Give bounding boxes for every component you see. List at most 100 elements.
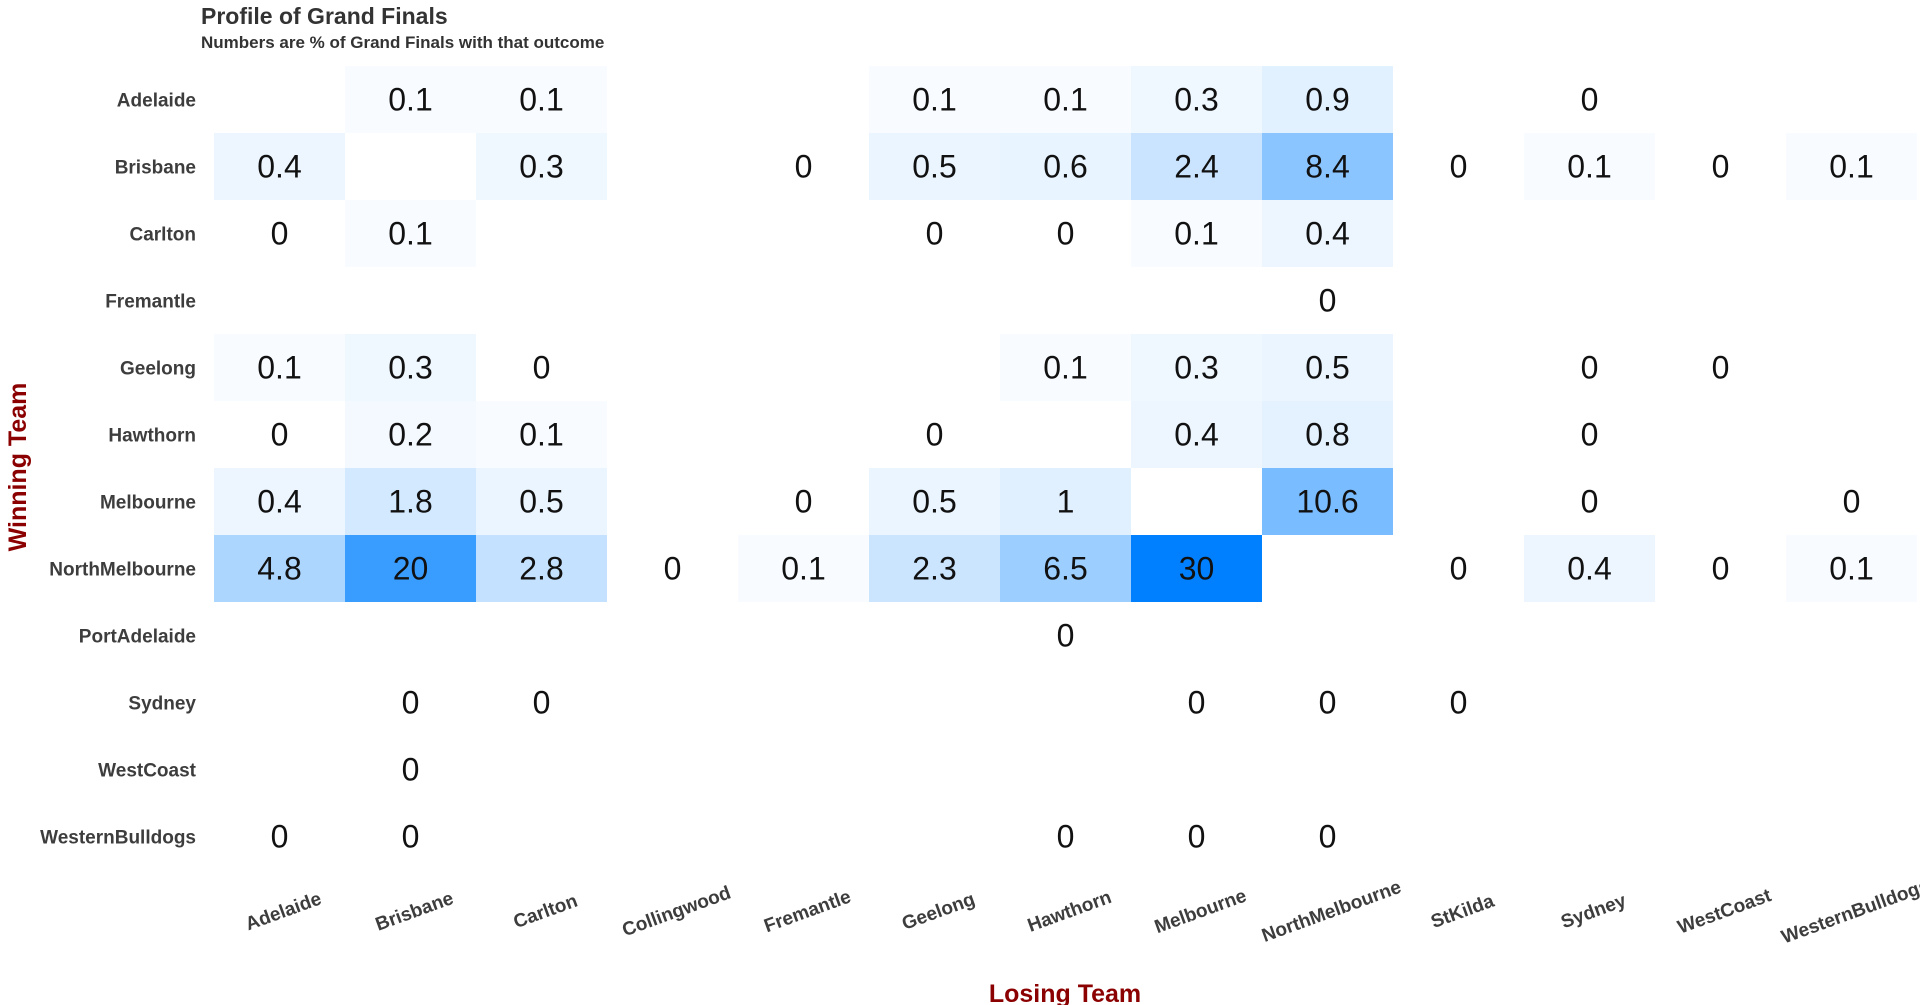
- cell-value-label: 20: [393, 551, 429, 587]
- cell-value-label: 0.1: [1567, 149, 1611, 185]
- heatmap-cell-hawthorn-adelaide: [214, 401, 345, 468]
- cell-value-label: 0: [1712, 551, 1730, 587]
- heatmap-cell-westernbulldogs-hawthorn: [1000, 803, 1131, 870]
- cell-value-label: 0: [1057, 819, 1075, 855]
- cell-value-label: 0: [1450, 149, 1468, 185]
- heatmap-cell-hawthorn-melbourne: [1131, 401, 1262, 468]
- heatmap-cell-carlton-melbourne: [1131, 200, 1262, 267]
- heatmap-cell-adelaide-sydney: [1524, 66, 1655, 133]
- cell-value-label: 1: [1057, 484, 1075, 520]
- y-tick-label-brisbane: Brisbane: [115, 158, 196, 179]
- cell-value-label: 0.4: [257, 484, 301, 520]
- x-tick-label-westcoast: WestCoast: [1675, 885, 1775, 938]
- cell-value-label: 0: [1319, 819, 1337, 855]
- cell-value-label: 0: [402, 752, 420, 788]
- x-tick-label-melbourne: Melbourne: [1152, 886, 1249, 939]
- cell-value-label: 0: [1581, 350, 1599, 386]
- heatmap-cell-hawthorn-brisbane: [345, 401, 476, 468]
- cell-value-label: 0: [664, 551, 682, 587]
- heatmap-cell-northmelbourne-hawthorn: [1000, 535, 1131, 602]
- cell-value-label: 6.5: [1043, 551, 1087, 587]
- cell-value-label: 0.6: [1043, 149, 1087, 185]
- cell-value-label: 0.1: [1043, 350, 1087, 386]
- y-axis-label: Winning Team: [4, 383, 32, 552]
- heatmap-cell-sydney-stkilda: [1393, 669, 1524, 736]
- heatmap-cell-northmelbourne-brisbane: [345, 535, 476, 602]
- cell-value-label: 0: [1057, 618, 1075, 654]
- heatmap-cell-brisbane-sydney: [1524, 133, 1655, 200]
- cell-value-label: 2.8: [519, 551, 563, 587]
- heatmap-cell-brisbane-westernbulldogs: [1786, 133, 1917, 200]
- heatmap-cell-sydney-northmelbourne: [1262, 669, 1393, 736]
- heatmap-cell-melbourne-fremantle: [738, 468, 869, 535]
- x-tick-label-northmelbourne: NorthMelbourne: [1259, 877, 1404, 947]
- cell-value-label: 0.4: [1305, 216, 1349, 252]
- heatmap-cell-northmelbourne-stkilda: [1393, 535, 1524, 602]
- cell-value-label: 0: [1057, 216, 1075, 252]
- cell-value-label: 0.9: [1305, 82, 1349, 118]
- heatmap-cell-fremantle-northmelbourne: [1262, 267, 1393, 334]
- heatmap-cell-adelaide-hawthorn: [1000, 66, 1131, 133]
- cell-value-label: 0.5: [912, 484, 956, 520]
- heatmap-cell-adelaide-geelong: [869, 66, 1000, 133]
- heatmap-cell-westernbulldogs-northmelbourne: [1262, 803, 1393, 870]
- x-tick-label-collingwood: Collingwood: [619, 882, 733, 941]
- cell-value-label: 0: [271, 819, 289, 855]
- y-tick-label-westcoast: WestCoast: [98, 761, 197, 782]
- heatmap-cell-hawthorn-geelong: [869, 401, 1000, 468]
- heatmap-cell-brisbane-westcoast: [1655, 133, 1786, 200]
- cell-value-label: 4.8: [257, 551, 301, 587]
- x-tick-label-hawthorn: Hawthorn: [1025, 887, 1115, 937]
- cell-value-label: 0.1: [1829, 149, 1873, 185]
- cell-value-label: 0: [1319, 283, 1337, 319]
- cell-value-label: 0.1: [388, 216, 432, 252]
- cell-value-label: 0.1: [1174, 216, 1218, 252]
- heatmap-cell-geelong-melbourne: [1131, 334, 1262, 401]
- heatmap-cell-geelong-brisbane: [345, 334, 476, 401]
- x-axis-ticks: Adelaide Brisbane Carlton Collingwood Freman…: [243, 875, 1920, 948]
- heatmap-cell-brisbane-hawthorn: [1000, 133, 1131, 200]
- x-tick-label-stkilda: StKilda: [1428, 891, 1497, 933]
- heatmap-cell-hawthorn-sydney: [1524, 401, 1655, 468]
- cell-value-label: 30: [1179, 551, 1215, 587]
- x-tick-label-carlton: Carlton: [511, 891, 581, 933]
- cell-value-label: 0: [926, 216, 944, 252]
- heatmap-cell-sydney-melbourne: [1131, 669, 1262, 736]
- x-tick-label-fremantle: Fremantle: [761, 886, 854, 937]
- heatmap-cell-brisbane-geelong: [869, 133, 1000, 200]
- cell-value-label: 0: [1188, 819, 1206, 855]
- cell-value-label: 0: [402, 685, 420, 721]
- heatmap-cell-geelong-northmelbourne: [1262, 334, 1393, 401]
- heatmap-cell-carlton-geelong: [869, 200, 1000, 267]
- cell-value-label: 0: [1581, 82, 1599, 118]
- cell-value-label: 0.4: [1567, 551, 1611, 587]
- y-tick-label-fremantle: Fremantle: [105, 292, 196, 313]
- cell-value-label: 0.5: [1305, 350, 1349, 386]
- heatmap-cell-northmelbourne-sydney: [1524, 535, 1655, 602]
- heatmap-cell-hawthorn-northmelbourne: [1262, 401, 1393, 468]
- heatmap-cell-northmelbourne-geelong: [869, 535, 1000, 602]
- cell-value-label: 0: [795, 484, 813, 520]
- cell-value-label: 1.8: [388, 484, 432, 520]
- heatmap-cell-westcoast-brisbane: [345, 736, 476, 803]
- heatmap-cell-brisbane-northmelbourne: [1262, 133, 1393, 200]
- heatmap-cell-geelong-hawthorn: [1000, 334, 1131, 401]
- cell-value-label: 0.1: [1043, 82, 1087, 118]
- heatmap-cell-adelaide-brisbane: [345, 66, 476, 133]
- cell-value-label: 0.1: [519, 417, 563, 453]
- heatmap-cell-northmelbourne-fremantle: [738, 535, 869, 602]
- y-tick-label-adelaide: Adelaide: [117, 91, 196, 112]
- heatmap-cell-labels: 0.1 0.1 0.1 0.1 0.3 0.9 0 0.4 0.3 0 0.5 0.6 2.4 8.4 0 0…: [257, 82, 1873, 855]
- cell-value-label: 0: [533, 350, 551, 386]
- cell-value-label: 0.1: [257, 350, 301, 386]
- y-tick-label-northmelbourne: NorthMelbourne: [49, 560, 196, 581]
- cell-value-label: 2.3: [912, 551, 956, 587]
- heatmap-cell-melbourne-northmelbourne: [1262, 468, 1393, 535]
- y-tick-label-melbourne: Melbourne: [100, 493, 196, 514]
- heatmap-cell-brisbane-adelaide: [214, 133, 345, 200]
- cell-value-label: 0: [1450, 685, 1468, 721]
- cell-value-label: 0: [533, 685, 551, 721]
- y-tick-label-geelong: Geelong: [120, 359, 196, 380]
- x-tick-label-adelaide: Adelaide: [243, 888, 325, 935]
- heatmap-cell-sydney-carlton: [476, 669, 607, 736]
